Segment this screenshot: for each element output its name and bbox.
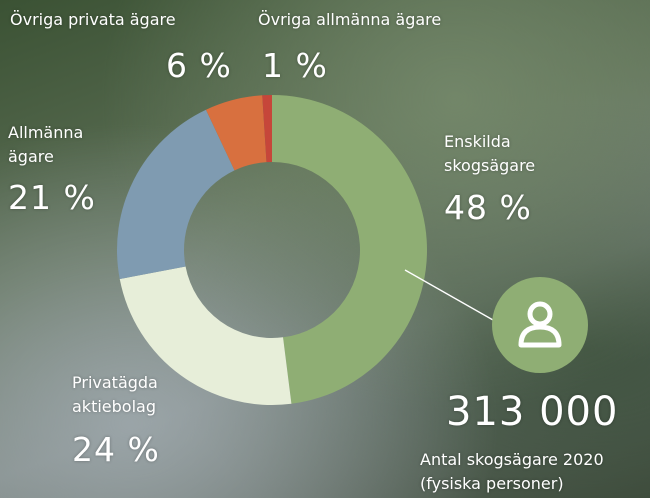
- value-label: 48 %: [444, 188, 532, 227]
- value-label: 1 %: [262, 46, 328, 85]
- donut-segment: [116, 109, 235, 280]
- connector-line: [404, 269, 494, 321]
- person-icon: [518, 301, 562, 348]
- category-label: Övriga allmänna ägare: [258, 10, 442, 29]
- callout-value: 313 000: [446, 389, 619, 435]
- donut-segment: [206, 95, 267, 171]
- value-label: 6 %: [166, 46, 232, 85]
- callout-text: Antal skogsägare 2020 (fysiska personer): [420, 450, 604, 493]
- category-label: Enskilda skogsägare: [444, 132, 536, 175]
- category-label: Övriga privata ägare: [10, 10, 176, 29]
- donut-segment: [272, 95, 428, 404]
- donut-segment: [262, 95, 272, 163]
- category-label: Allmänna ägare: [8, 123, 84, 166]
- category-label: Privatägda aktiebolag: [72, 373, 158, 416]
- value-label: 21 %: [8, 178, 96, 217]
- value-label: 24 %: [72, 430, 160, 469]
- donut-segment: [119, 266, 292, 406]
